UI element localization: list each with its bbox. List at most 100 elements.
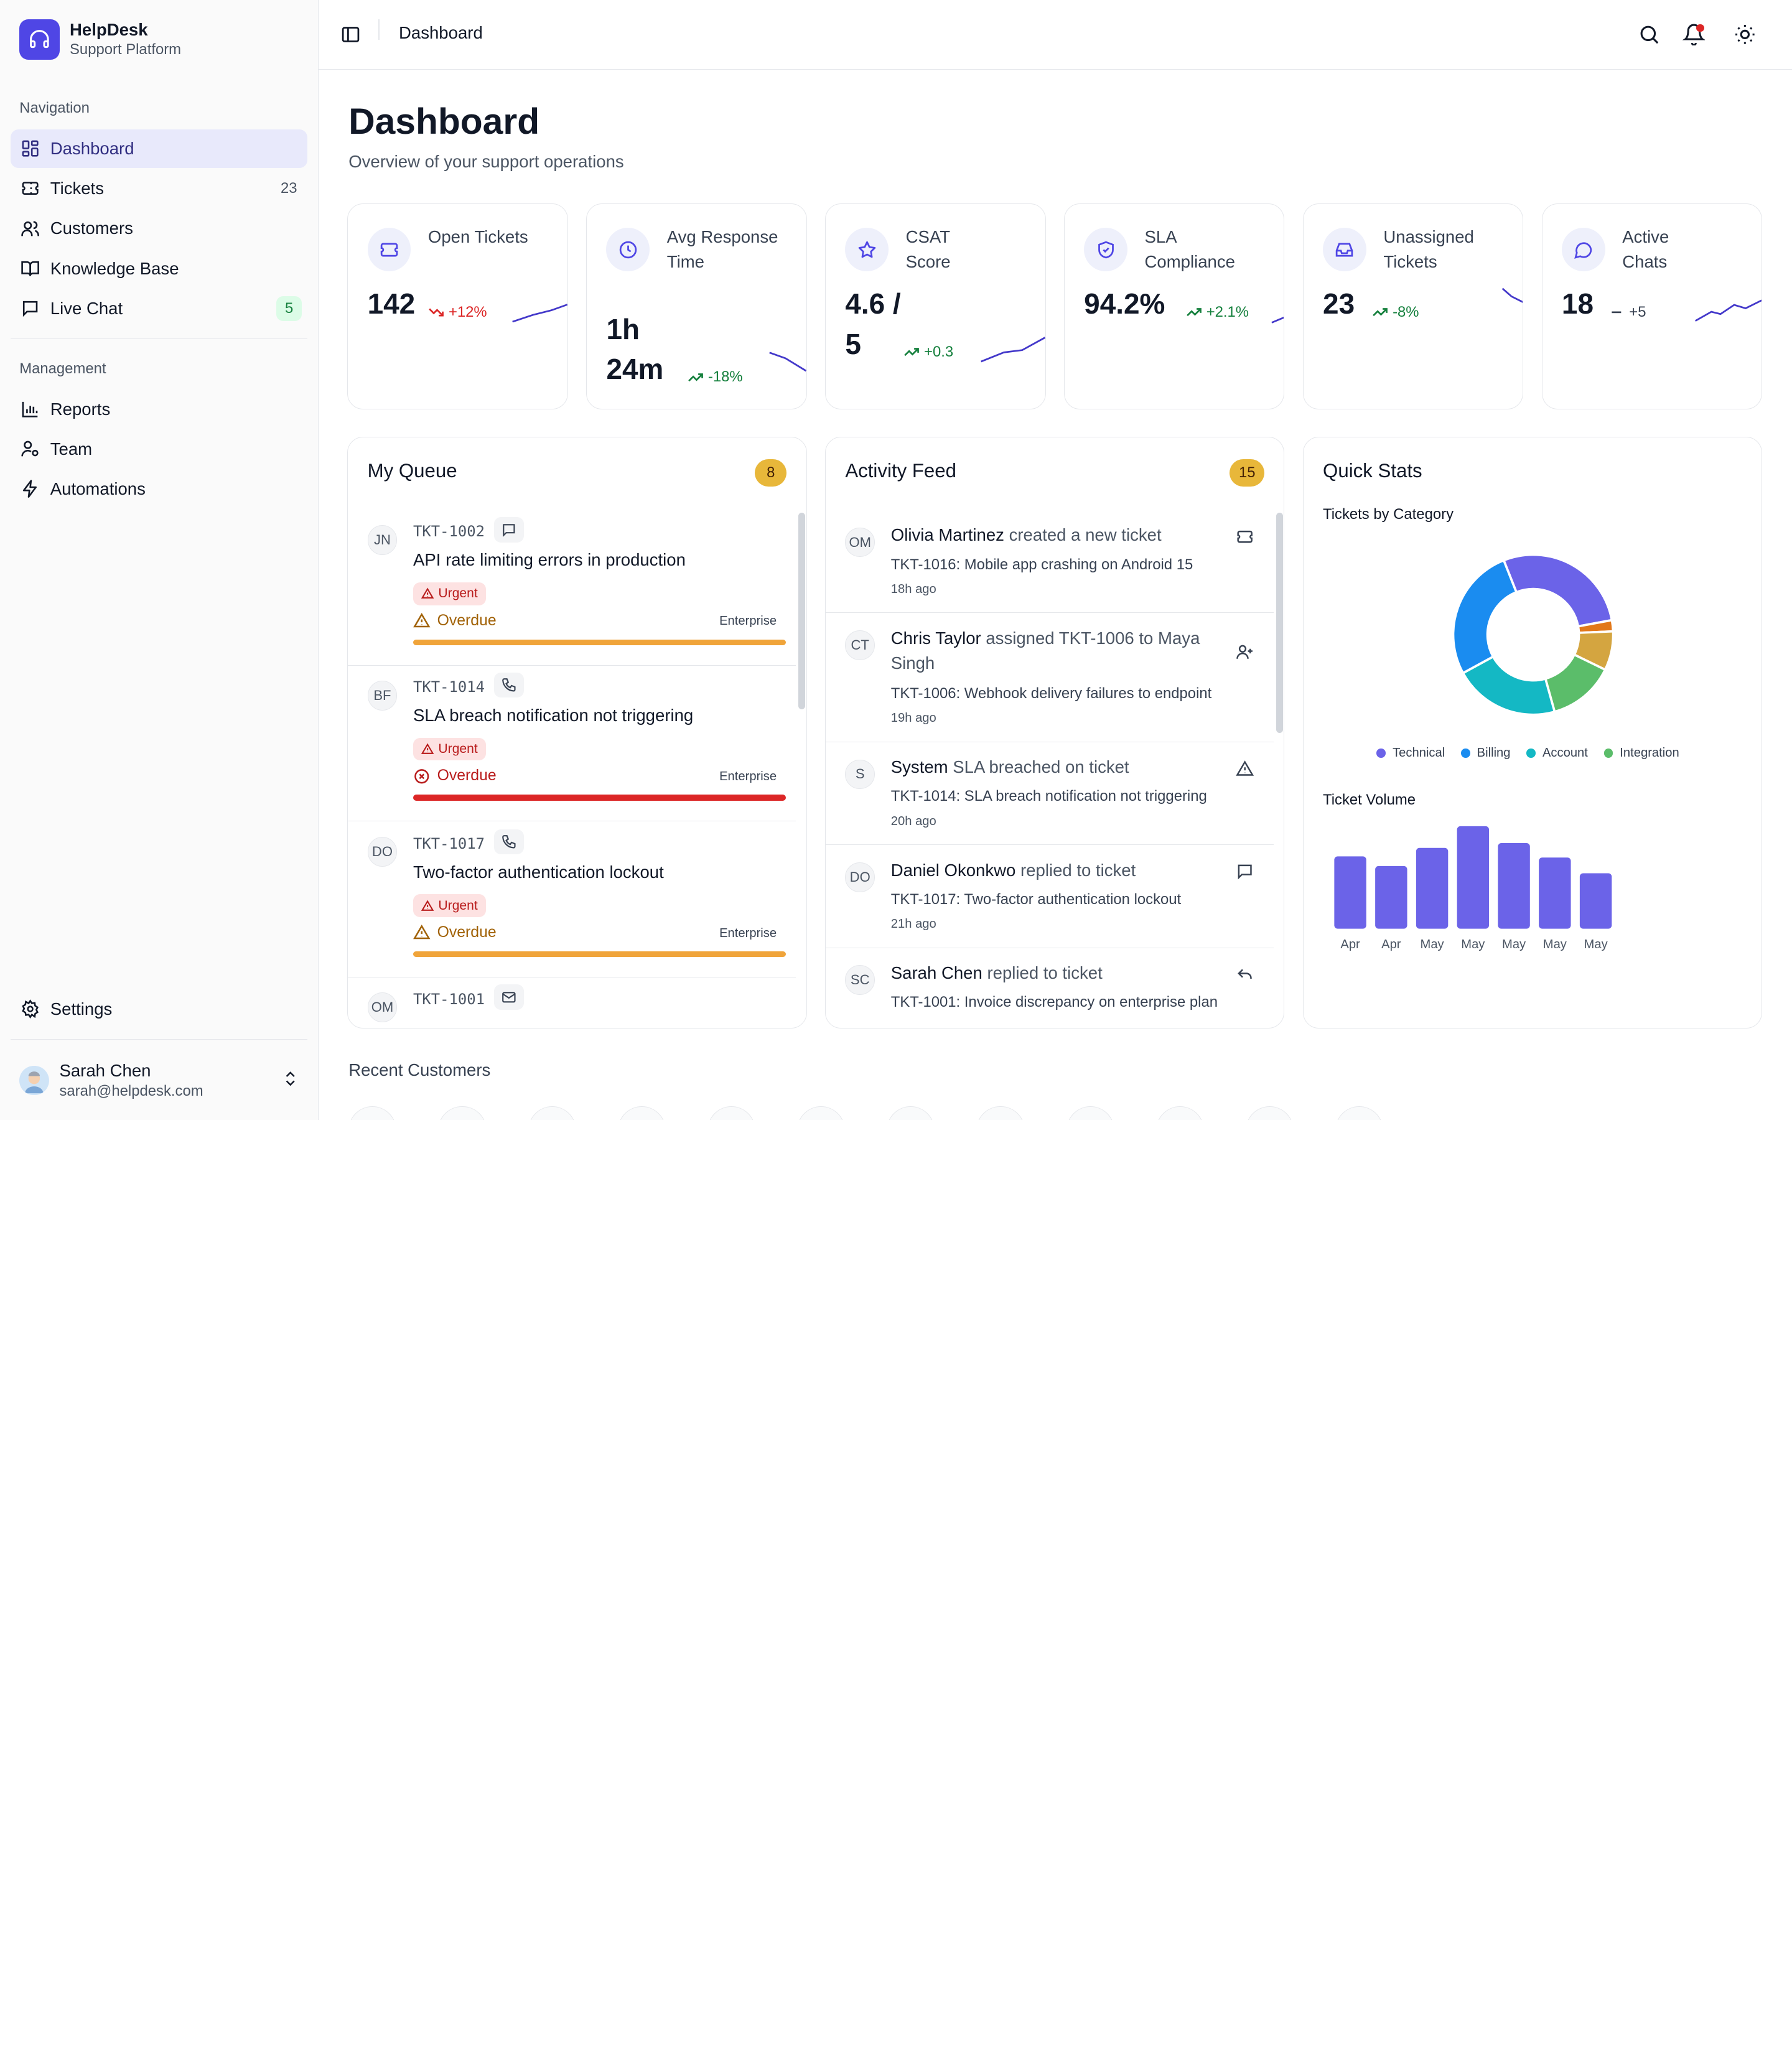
kpi-delta: -18% [688, 368, 743, 386]
kpi-label: Avg Response Time [666, 226, 778, 272]
sidebar-item-label: Knowledge Base [50, 258, 179, 278]
activity-item[interactable]: CT Chris Taylor assigned TKT-1006 to May… [826, 613, 1274, 742]
sidebar-item-settings[interactable]: Settings [11, 990, 308, 1028]
actor-name: System [890, 757, 948, 777]
category-donut-chart [1452, 553, 1615, 716]
volume-bar[interactable] [1579, 873, 1612, 929]
sparkline [512, 304, 567, 323]
sidebar-item-label: Settings [50, 999, 113, 1019]
customer-avatar[interactable] [1066, 1106, 1114, 1120]
sidebar-item-dashboard[interactable]: Dashboard [10, 129, 308, 168]
customer-tier: Enterprise [719, 926, 777, 940]
pie-slice-technical[interactable] [1502, 553, 1613, 628]
sidebar-item-knowledge-base[interactable]: Knowledge Base [11, 249, 308, 287]
customer-avatar[interactable] [617, 1106, 666, 1120]
ticket-title: SLA breach notification not triggering [413, 706, 694, 725]
trend-down-icon [429, 308, 444, 317]
customer-avatar[interactable] [797, 1106, 846, 1120]
kpi-card-csat-score[interactable]: CSAT Score 4.6 / 5 +0.3 [825, 203, 1046, 409]
reply-icon [1238, 969, 1253, 979]
volume-bar[interactable] [1498, 842, 1530, 929]
user-menu[interactable]: Sarah Chen sarah@helpdesk.com [19, 1060, 299, 1100]
activity-detail: TKT-1017: Two-factor authentication lock… [890, 890, 1182, 908]
bell-icon[interactable] [1682, 23, 1706, 46]
customer-avatar[interactable] [528, 1106, 576, 1120]
kpi-card-sla-compliance[interactable]: SLA Compliance 94.2% +2.1% [1063, 203, 1285, 409]
ticket-id: TKT-1001 [413, 990, 485, 1008]
brand-name: HelpDesk [70, 20, 148, 40]
avatar: DO [367, 837, 398, 867]
ticket-id: TKT-1002 [413, 523, 485, 541]
activity-text: Olivia Martinez created a new ticket [890, 525, 1162, 545]
trend-up-icon [1186, 308, 1202, 316]
sidebar-item-reports[interactable]: Reports [11, 389, 308, 428]
x-tick-label: May [1502, 938, 1526, 951]
x-tick-label: May [1421, 938, 1445, 951]
volume-bar[interactable] [1334, 856, 1366, 929]
customer-avatar[interactable] [976, 1106, 1025, 1120]
phone-icon [494, 672, 525, 698]
sidebar-item-automations[interactable]: Automations [11, 470, 308, 508]
customer-avatar[interactable] [1335, 1106, 1384, 1120]
chevron-updown-icon [286, 1071, 295, 1086]
notification-dot [1696, 24, 1704, 32]
sidebar-item-team[interactable]: Team [11, 430, 308, 469]
pie-slice-billing[interactable] [1452, 559, 1518, 675]
recent-customers-title: Recent Customers [348, 1060, 491, 1080]
ticket-id: TKT-1014 [413, 678, 485, 696]
trend-flat-icon [1612, 311, 1622, 314]
customer-avatar[interactable] [1246, 1106, 1294, 1120]
activity-time: 19h ago [890, 711, 936, 725]
kpi-card-unassigned-tickets[interactable]: Unassigned Tickets 23 -8% [1302, 203, 1524, 409]
sidebar-item-label: Dashboard [50, 138, 134, 158]
brand[interactable]: HelpDesk Support Platform [19, 19, 181, 60]
scrollbar[interactable] [1276, 512, 1283, 734]
scrollbar[interactable] [798, 512, 805, 709]
sun-icon[interactable] [1734, 23, 1757, 46]
divider [10, 338, 308, 340]
kpi-delta: +5 [1608, 304, 1646, 321]
kpi-label: CSAT Score [905, 226, 951, 272]
nav-section-label: Navigation [19, 99, 90, 116]
divider [378, 19, 380, 40]
activity-item[interactable]: S System SLA breached on ticket TKT-1014… [826, 742, 1274, 846]
queue-item[interactable]: JN TKT-1002 API rate limiting errors in … [348, 510, 796, 666]
ticket-icon [1237, 530, 1253, 543]
kpi-card-active-chats[interactable]: Active Chats 18 +5 [1541, 203, 1763, 409]
search-icon[interactable] [1638, 23, 1661, 46]
customer-avatar[interactable] [887, 1106, 935, 1120]
activity-item[interactable]: OM Olivia Martinez created a new ticket … [826, 510, 1274, 613]
queue-item[interactable]: BF TKT-1014 SLA breach notification not … [348, 666, 796, 821]
kpi-value: 1h 24m [606, 312, 664, 386]
pie-slice-account[interactable] [1461, 655, 1556, 716]
customer-avatar[interactable] [348, 1106, 397, 1120]
kpi-card-avg-response-time[interactable]: Avg Response Time 1h 24m -18% [586, 203, 807, 409]
customer-avatar[interactable] [1155, 1106, 1204, 1120]
topbar: Dashboard [319, 0, 1792, 70]
avatar: BF [367, 680, 398, 711]
headset-icon [19, 19, 60, 60]
activity-item[interactable]: SC Sarah Chen replied to ticket TKT-1001… [826, 948, 1274, 1028]
customer-avatar[interactable] [707, 1106, 756, 1120]
customer-avatar[interactable] [438, 1106, 487, 1120]
queue-item[interactable]: DO TKT-1017 Two-factor authentication lo… [348, 823, 796, 978]
sla-progress-bar [413, 639, 786, 645]
sidebar-item-tickets[interactable]: Tickets 23 [11, 169, 308, 208]
activity-detail: TKT-1016: Mobile app crashing on Android… [890, 556, 1193, 573]
priority-badge: Urgent [413, 582, 486, 605]
chart-legend: Technical Billing Account Integration [1376, 746, 1679, 760]
volume-bar[interactable] [1416, 847, 1449, 929]
sparkline [1501, 287, 1523, 304]
user-name: Sarah Chen [59, 1061, 151, 1081]
sidebar-item-customers[interactable]: Customers [11, 209, 308, 248]
queue-item[interactable]: OM TKT-1001 [348, 977, 796, 1028]
kpi-card-open-tickets[interactable]: Open Tickets 142 +12% [347, 203, 568, 409]
sidebar-item-live-chat[interactable]: Live Chat 5 [11, 289, 308, 328]
sidebar-toggle-icon[interactable] [340, 24, 361, 45]
chat-icon [494, 517, 525, 543]
page-subtitle: Overview of your support operations [348, 152, 624, 172]
activity-item[interactable]: DO Daniel Okonkwo replied to ticket TKT-… [826, 845, 1274, 948]
volume-bar[interactable] [1539, 857, 1571, 929]
volume-bar[interactable] [1457, 826, 1490, 929]
volume-bar[interactable] [1375, 865, 1407, 929]
